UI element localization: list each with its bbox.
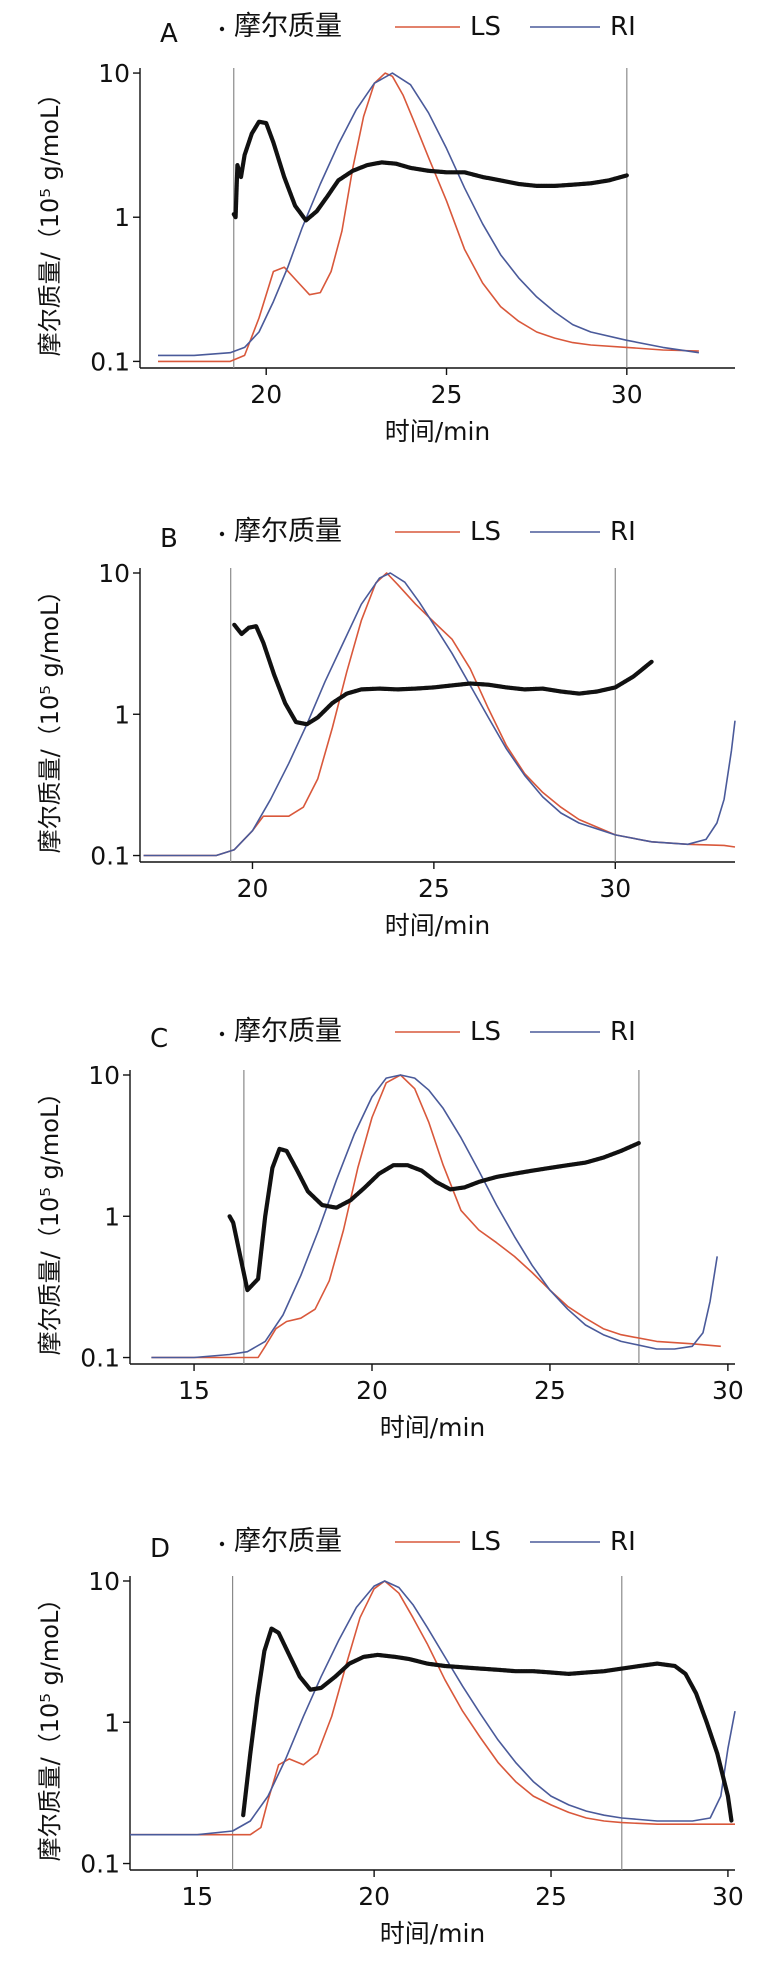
- panel-a-y-tick-label: 10: [98, 59, 130, 88]
- panel-d-y-tick-label: 0.1: [80, 1850, 120, 1879]
- panel-c-legend-molar: 摩尔质量: [234, 1016, 342, 1047]
- panel-d-x-tick-label: 30: [712, 1882, 744, 1911]
- panel-d-x-tick-label: 25: [535, 1882, 567, 1911]
- panel-a-series-ls: [158, 72, 699, 363]
- panel-b-legend-molar-marker: [219, 531, 225, 537]
- panel-c-x-tick-label: 30: [712, 1376, 744, 1405]
- panel-d-legend-ri: RI: [610, 1527, 636, 1557]
- panel-d-x-axis-title: 时间/min: [380, 1919, 486, 1948]
- panel-c-legend-molar-marker: [219, 1031, 225, 1037]
- panel-b-x-tick-label: 30: [599, 874, 631, 903]
- panel-b-label: B: [160, 524, 178, 554]
- panel-b-series-molar-mass: [232, 622, 654, 727]
- panel-d-y-tick-label: 1: [104, 1708, 120, 1737]
- panel-b-legend-ri: RI: [610, 517, 636, 547]
- panel-c-x-tick-label: 20: [356, 1376, 388, 1405]
- panel-b-y-tick-label: 0.1: [90, 842, 130, 871]
- panel-b-x-tick-label: 20: [237, 874, 269, 903]
- panel-c-series-ls: [151, 1074, 721, 1359]
- panel-d-y-tick-label: 10: [88, 1567, 120, 1596]
- panel-a-x-axis-title: 时间/min: [385, 417, 491, 446]
- panel-a-x-tick-label: 20: [250, 380, 282, 409]
- panel-c-y-tick-label: 10: [88, 1061, 120, 1090]
- panel-d-x-tick-label: 20: [358, 1882, 390, 1911]
- panel-c-x-tick-label: 15: [178, 1376, 210, 1405]
- panel-a-series-molar-mass: [231, 119, 629, 223]
- panel-d-legend-molar-marker: [219, 1541, 225, 1547]
- panel-a-legend-molar: 摩尔质量: [234, 11, 342, 42]
- panel-d-series-ls: [130, 1580, 735, 1836]
- panel-d-series-molar-mass: [241, 1626, 734, 1824]
- panel-d-legend-molar: 摩尔质量: [234, 1526, 342, 1557]
- panel-c-y-tick-label: 1: [104, 1202, 120, 1231]
- panel-b-series-ls: [143, 572, 736, 857]
- panel-d-x-tick-label: 15: [181, 1882, 213, 1911]
- panel-b-legend-ls: LS: [470, 517, 501, 547]
- panel-d-label: D: [150, 1534, 170, 1564]
- panel-c-legend-ri: RI: [610, 1017, 636, 1047]
- panel-c-x-axis-title: 时间/min: [380, 1413, 486, 1442]
- panel-b-x-tick-label: 25: [418, 874, 450, 903]
- panel-a-legend-ri: RI: [610, 12, 636, 42]
- panel-c-x-tick-label: 25: [534, 1376, 566, 1405]
- panel-a-y-tick-label: 1: [114, 203, 130, 232]
- panel-c-y-axis-title: 摩尔质量/（10⁵ g/moL）: [36, 1081, 64, 1356]
- panel-c-series-molar-mass: [227, 1140, 642, 1293]
- panel-a-label: A: [160, 19, 178, 49]
- panel-b-y-axis-title: 摩尔质量/（10⁵ g/moL）: [36, 579, 64, 854]
- panel-a-legend-ls: LS: [470, 12, 501, 42]
- panel-d-legend-ls: LS: [470, 1527, 501, 1557]
- panel-a-series-ri: [158, 72, 700, 357]
- panel-c-y-tick-label: 0.1: [80, 1344, 120, 1373]
- panel-a-y-tick-label: 0.1: [90, 347, 130, 376]
- panel-b-legend-molar: 摩尔质量: [234, 516, 342, 547]
- panel-d-y-axis-title: 摩尔质量/（10⁵ g/moL）: [36, 1587, 64, 1862]
- panel-c-series-ri: [151, 1074, 718, 1359]
- panel-a-x-tick-label: 30: [611, 380, 643, 409]
- panel-a-x-tick-label: 25: [431, 380, 463, 409]
- panel-a-y-axis-title: 摩尔质量/（10⁵ g/moL）: [36, 82, 64, 357]
- panel-a-legend-molar-marker: [219, 26, 225, 32]
- panel-b-series-ri: [143, 572, 736, 857]
- panel-c-legend-ls: LS: [470, 1017, 501, 1047]
- panel-b-y-tick-label: 1: [114, 700, 130, 729]
- panel-c-label: C: [150, 1024, 168, 1054]
- panel-b-x-axis-title: 时间/min: [385, 911, 491, 940]
- panel-d-series-ri: [130, 1580, 736, 1836]
- panel-b-y-tick-label: 10: [98, 559, 130, 588]
